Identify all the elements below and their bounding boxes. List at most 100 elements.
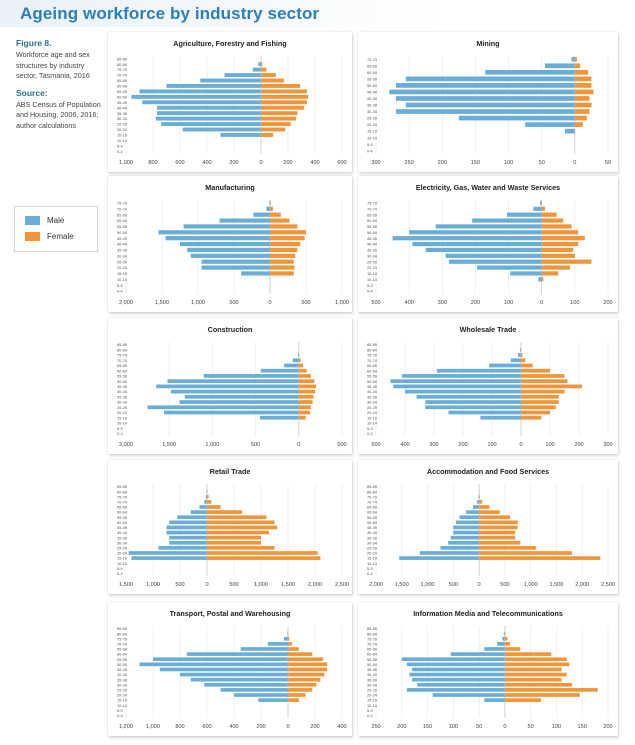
age-group-label: 70-74 <box>117 358 128 363</box>
bar-female <box>479 494 480 499</box>
age-group-label: 35-39 <box>117 677 127 682</box>
bar-female <box>261 105 305 110</box>
age-group-label: 50-54 <box>117 94 128 99</box>
x-tick-label: 200 <box>574 442 583 448</box>
age-group-label: 15-19 <box>117 556 127 561</box>
bar-male <box>183 224 270 229</box>
legend-label-male: Male <box>47 215 65 225</box>
bar-male <box>186 652 288 656</box>
x-tick-label: 0 <box>268 300 271 306</box>
bar-male <box>545 63 575 69</box>
bar-female <box>288 662 328 667</box>
chart-title: Manufacturing <box>205 183 255 192</box>
age-group-label: 50-54 <box>117 520 128 525</box>
x-tick-label: 200 <box>397 724 406 730</box>
bar-female <box>207 540 261 545</box>
bar-male <box>425 405 521 410</box>
chart-svg: Construction 2,000 1,500 1,000 500 0 500 85-898… <box>117 325 347 448</box>
bar-female <box>521 374 565 378</box>
bar-male <box>155 116 261 121</box>
bar-male <box>510 358 521 363</box>
age-group-label: 80-84 <box>367 347 378 352</box>
bar-female <box>574 115 587 121</box>
bar-female <box>207 535 261 540</box>
age-group-label: 60-64 <box>117 84 128 89</box>
bar-male <box>156 384 299 389</box>
x-tick-label: 400 <box>400 442 409 448</box>
x-tick-label: 500 <box>371 442 380 448</box>
age-group-label: 60-64 <box>117 652 128 657</box>
age-group-label: 25-29 <box>367 687 377 692</box>
age-group-label: 35-39 <box>117 248 127 253</box>
bar-female <box>298 405 311 410</box>
bar-male <box>472 218 542 223</box>
age-group-label: 45-49 <box>367 236 377 241</box>
bar-male <box>164 410 299 415</box>
age-group-label: 50-54 <box>117 379 128 384</box>
age-group-label: 0-4 <box>367 431 373 436</box>
bar-male <box>180 241 270 247</box>
x-tick-label: 100 <box>545 442 554 448</box>
bar-female <box>504 647 521 651</box>
bar-female <box>521 394 559 399</box>
bar-male <box>416 394 521 399</box>
bar-male <box>412 677 505 682</box>
age-group-label: 15-19 <box>117 415 127 420</box>
age-group-label: 35-39 <box>367 535 377 540</box>
bar-female <box>270 259 294 264</box>
age-group-label: 55-59 <box>367 374 377 379</box>
x-tick-label: 50 <box>528 724 534 730</box>
x-tick-label: 0 <box>540 300 543 306</box>
age-group-label: 30-34 <box>117 116 128 121</box>
age-group-label: 30-34 <box>367 682 378 687</box>
bar-male <box>205 494 207 499</box>
age-group-label: 85-89 <box>117 484 127 489</box>
bar-female <box>298 394 314 399</box>
bar-female <box>270 206 273 211</box>
bar-female <box>479 546 536 550</box>
bar-male <box>453 530 480 535</box>
bar-male <box>269 200 270 206</box>
x-tick-label: 600 <box>175 160 184 166</box>
age-group-label: 0-4 <box>367 289 373 294</box>
bar-male <box>393 384 521 389</box>
x-tick-label: 1,200 <box>119 724 133 730</box>
age-group-label: 60-64 <box>367 510 378 515</box>
age-group-label: 85-89 <box>367 626 377 631</box>
age-group-label: 50-54 <box>367 520 378 525</box>
x-tick-label: 800 <box>148 160 157 166</box>
bar-male <box>435 224 542 229</box>
age-group-label: 25-29 <box>367 405 377 410</box>
bar-male <box>297 353 299 357</box>
bar-male <box>450 652 505 656</box>
age-group-label: 15-19 <box>367 556 377 561</box>
x-tick-label: 100 <box>504 160 513 166</box>
age-group-label: 40-44 <box>367 530 378 535</box>
bar-male <box>540 200 542 206</box>
bar-male <box>448 410 521 415</box>
age-group-label: 5-9 <box>117 426 123 431</box>
bar-male <box>477 500 480 504</box>
age-group-label: 55-59 <box>117 515 127 520</box>
x-tick-label: 1,000 <box>524 582 538 588</box>
bar-female <box>298 358 301 363</box>
age-group-label: 70-74 <box>117 206 128 211</box>
bar-male <box>169 535 207 540</box>
bar-female <box>574 109 590 114</box>
bar-male <box>267 642 288 646</box>
bar-male <box>259 415 299 420</box>
bar-female <box>479 540 521 545</box>
bar-male <box>406 688 505 692</box>
bar-male <box>406 662 505 667</box>
x-tick-label: 200 <box>283 160 292 166</box>
age-group-label: 5-9 <box>117 143 123 148</box>
bar-male <box>179 400 299 404</box>
age-group-label: 5-9 <box>367 283 373 288</box>
age-group-label: 50-54 <box>367 230 378 235</box>
bar-male <box>518 353 521 357</box>
x-tick-label: 500 <box>229 300 238 306</box>
x-tick-label: 200 <box>603 300 612 306</box>
bar-male <box>177 515 207 520</box>
bar-male <box>203 374 299 378</box>
x-tick-label: 300 <box>438 300 447 306</box>
